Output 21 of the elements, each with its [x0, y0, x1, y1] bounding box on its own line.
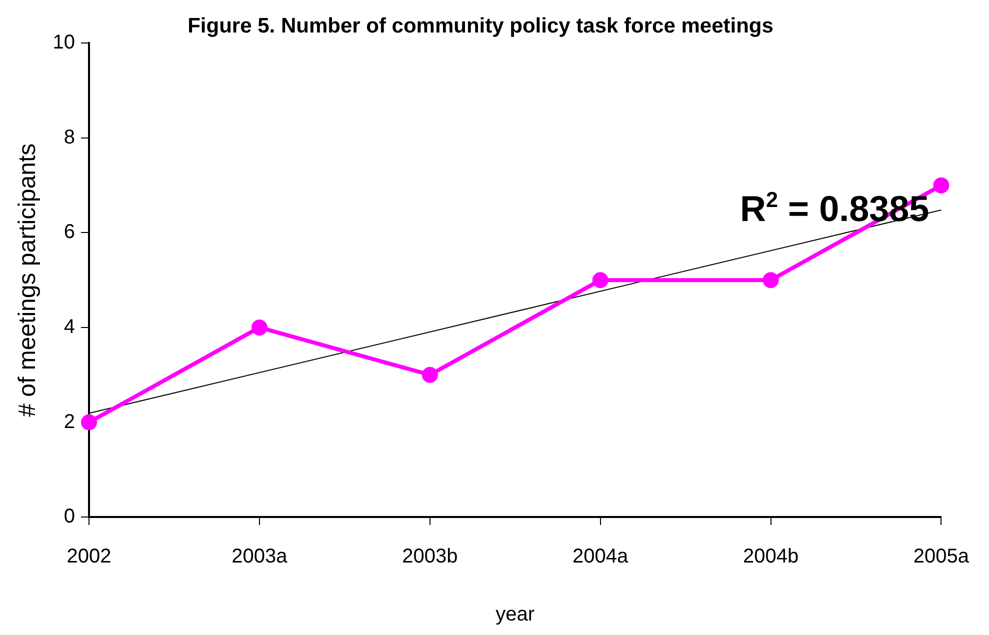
point	[592, 272, 608, 288]
point	[251, 319, 268, 336]
y-tick-label: 0	[64, 506, 76, 528]
x-axis-title: year	[496, 604, 535, 626]
point	[933, 177, 950, 194]
y-tick-label: 2	[64, 410, 76, 433]
chart-title: Figure 5. Number of community policy task force meetings	[188, 14, 774, 38]
point	[422, 366, 438, 383]
x-tick-label: 2002	[66, 546, 112, 568]
y-tick-label: 4	[64, 316, 76, 338]
x-tick-label: 2004a	[572, 546, 630, 568]
y-axis-title: # of meetings participants	[14, 143, 42, 417]
x-tick-label: 2004b	[742, 546, 799, 568]
point	[81, 414, 98, 430]
point	[762, 272, 779, 288]
y-tick-label: 8	[64, 126, 76, 148]
y-tick-label: 6	[64, 221, 76, 244]
x-tick-label: 2003b	[402, 546, 458, 568]
x-tick-label: 2005a	[913, 546, 970, 568]
y-tick-label: 10	[52, 32, 76, 54]
x-tick-label: 2003a	[232, 546, 288, 568]
